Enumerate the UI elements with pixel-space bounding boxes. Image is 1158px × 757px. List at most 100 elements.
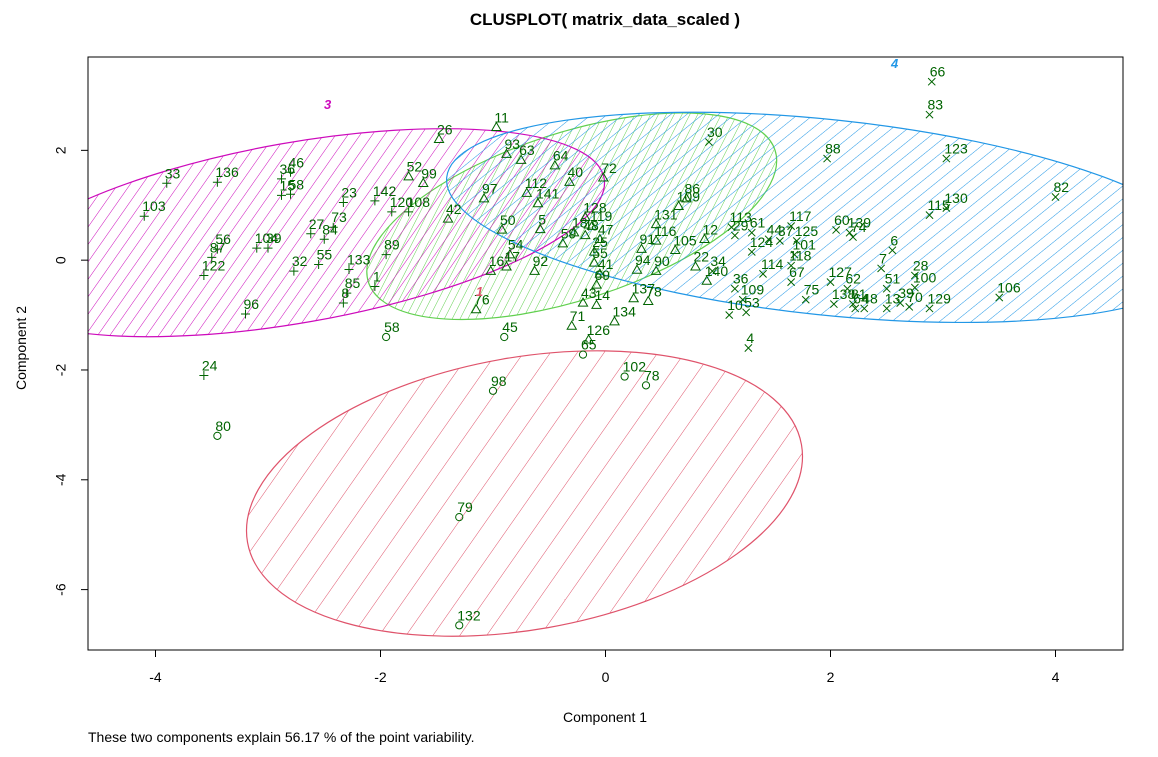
point-72 <box>597 171 609 182</box>
point-81 <box>849 300 857 309</box>
point-67 <box>787 278 796 287</box>
y-tick-label: 0 <box>53 256 69 264</box>
point-label-78: 78 <box>644 367 660 383</box>
cluster-labels: 134 <box>324 56 899 299</box>
point-label-89: 89 <box>384 237 400 253</box>
point-125 <box>792 236 801 245</box>
point-27 <box>306 229 316 239</box>
point-label-105: 105 <box>673 232 697 248</box>
point-83 <box>925 110 934 119</box>
point-113 <box>727 223 736 232</box>
point-label-104: 104 <box>255 230 279 246</box>
point-label-70: 70 <box>907 289 923 305</box>
point-label-71: 71 <box>570 308 586 324</box>
point-label-52: 52 <box>407 159 423 175</box>
data-points <box>139 77 1060 630</box>
point-label-55: 55 <box>317 247 333 263</box>
point-label-6: 6 <box>890 232 898 248</box>
point-label-42: 42 <box>446 201 462 217</box>
point-label-126: 126 <box>587 322 611 338</box>
point-78a <box>642 295 654 306</box>
point-109 <box>673 200 685 211</box>
point-label-46: 46 <box>289 154 305 170</box>
point-36b <box>730 284 739 293</box>
point-80 <box>213 431 222 440</box>
point-label-79: 79 <box>457 499 473 515</box>
point-46 <box>286 167 295 177</box>
point-34 <box>708 267 717 276</box>
point-label-32: 32 <box>292 253 308 269</box>
point-59 <box>557 237 569 248</box>
point-label-14: 14 <box>595 287 611 303</box>
point-label-137: 137 <box>632 281 656 297</box>
point-14 <box>591 299 602 309</box>
point-137 <box>628 292 640 303</box>
point-42 <box>442 213 454 223</box>
point-label-74: 74 <box>851 219 867 235</box>
point-label-133: 133 <box>347 251 371 267</box>
point-label-109b: 109 <box>741 282 765 298</box>
point-label-47: 47 <box>598 221 614 237</box>
point-64 <box>549 159 561 170</box>
point-label-136: 136 <box>215 164 239 180</box>
point-label-93: 93 <box>505 136 521 152</box>
point-label-106: 106 <box>997 279 1021 295</box>
point-label-61: 61 <box>750 215 766 231</box>
point-47 <box>594 233 606 243</box>
point-label-139: 139 <box>848 215 872 231</box>
point-118 <box>787 261 796 270</box>
point-106 <box>995 293 1004 302</box>
point-84 <box>319 234 329 244</box>
point-96 <box>241 309 250 319</box>
point-108 <box>404 207 414 217</box>
point-131 <box>650 218 662 229</box>
point-6 <box>888 246 897 255</box>
point-label-11: 11 <box>494 109 509 125</box>
point-89 <box>381 250 391 260</box>
point-label-45: 45 <box>502 319 518 335</box>
point-label-4: 4 <box>746 330 754 346</box>
point-58 <box>382 332 391 342</box>
point-29 <box>730 231 739 240</box>
point-label-113: 113 <box>730 209 753 225</box>
point-61 <box>747 228 756 237</box>
point-label-8: 8 <box>341 285 349 301</box>
point-115 <box>925 211 934 220</box>
point-label-100: 100 <box>913 270 937 286</box>
y-tick-label: 2 <box>53 146 69 154</box>
point-label-86: 86 <box>685 181 701 197</box>
point-label-50: 50 <box>500 212 516 228</box>
point-label-53: 53 <box>744 294 760 310</box>
point-label-58: 58 <box>384 319 400 335</box>
point-124 <box>747 247 756 256</box>
point-label-25: 25 <box>592 234 608 250</box>
point-label-30: 30 <box>707 124 723 140</box>
y-tick-label: -2 <box>53 364 69 377</box>
cluster-label-3: 3 <box>324 97 332 112</box>
point-label-7: 7 <box>879 250 887 266</box>
point-126 <box>583 333 595 344</box>
point-109b <box>738 295 747 304</box>
point-136 <box>212 177 222 187</box>
chart-title: CLUSPLOT( matrix_data_scaled ) <box>470 10 740 29</box>
x-axis: -4 -2 0 2 4 <box>149 649 1060 685</box>
point-label-114: 114 <box>761 256 784 272</box>
point-55 <box>314 260 324 270</box>
point-label-34: 34 <box>710 253 726 269</box>
point-label-124: 124 <box>750 234 774 250</box>
point-76 <box>470 303 482 314</box>
point-87 <box>207 252 217 262</box>
point-44 <box>764 235 773 244</box>
point-63 <box>515 154 527 164</box>
point-116 <box>650 235 662 245</box>
point-label-112: 112 <box>525 175 548 191</box>
point-79 <box>455 513 464 522</box>
point-41 <box>594 268 606 278</box>
point-label-81: 81 <box>851 286 867 302</box>
point-69 <box>591 279 602 289</box>
point-114 <box>759 269 767 278</box>
point-62 <box>843 284 852 293</box>
point-28 <box>910 271 919 280</box>
point-120 <box>387 207 397 217</box>
